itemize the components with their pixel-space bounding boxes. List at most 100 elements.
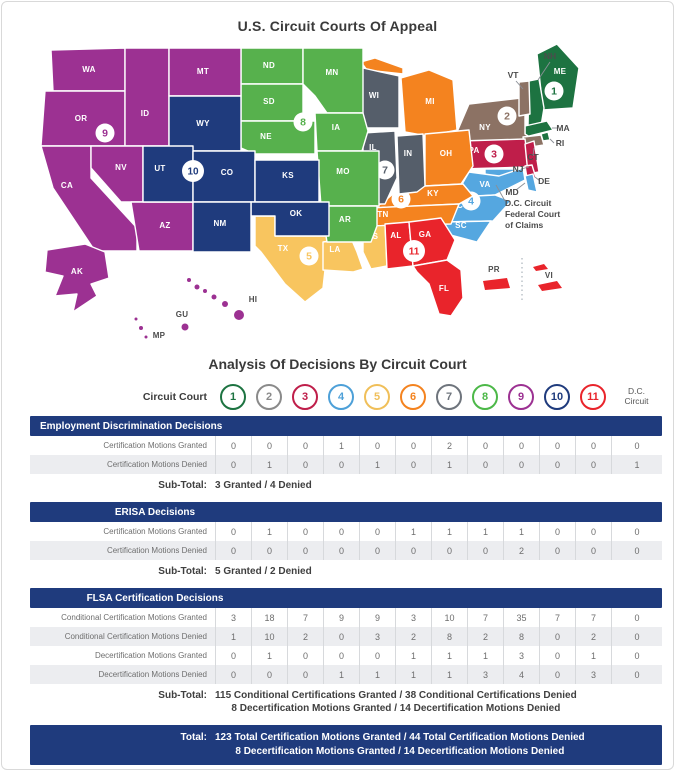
- state-gu: GU: [175, 310, 188, 331]
- state-az: AZ: [129, 201, 194, 252]
- row-label: Decertification Motions Denied: [98, 670, 208, 679]
- cell-value: 0: [611, 608, 662, 627]
- state-label-ok: OK: [289, 209, 302, 218]
- cell-value: 0: [251, 665, 287, 684]
- us-circuit-courts-map: ME1NY2PA3WVVANCSC4TXLAMS5MIOHKYTN6WIILIN…: [39, 43, 580, 340]
- state-label-mo: MO: [336, 167, 350, 176]
- circuit-column-9: 9: [503, 384, 539, 410]
- cell-value: 2: [467, 627, 503, 646]
- state-in: IN: [395, 133, 426, 195]
- cell-value: 1: [431, 522, 467, 541]
- circuit-court-label: Circuit Court: [142, 391, 207, 403]
- circuit-column-10: 10: [539, 384, 575, 410]
- circuit-column-6: 6: [395, 384, 431, 410]
- callout-label-nh: NH: [543, 51, 555, 61]
- row-label: Conditional Certification Motions Grante…: [61, 613, 207, 622]
- cell-value: 2: [395, 627, 431, 646]
- cell-value: 1: [323, 665, 359, 684]
- state-label-nv: NV: [115, 163, 127, 172]
- cell-value: 1: [431, 665, 467, 684]
- state-vt: [517, 80, 531, 117]
- table-row: Decertification Motions Denied 0 0 0 1 1 1 1 3 4 0…: [30, 665, 662, 684]
- cell-value: 0: [611, 627, 662, 646]
- table-row: Certification Motions Denied 0 0 0 0 0 0 0 0 2 0 0 0: [30, 541, 662, 560]
- cell-value: 1: [251, 646, 287, 665]
- state-label-or: OR: [74, 114, 87, 123]
- state-nm: NM: [191, 201, 252, 253]
- svg-text:2: 2: [504, 111, 510, 123]
- map-circuit-badge-2: 2: [497, 106, 516, 126]
- circuit-badge-5: 5: [364, 384, 390, 410]
- cell-value: 3: [215, 608, 251, 627]
- dc-circuit-line1: D.C.: [628, 386, 645, 397]
- state-nd: ND: [239, 47, 304, 85]
- state-wa: WA: [49, 47, 126, 92]
- state-label-tx: TX: [277, 244, 288, 253]
- svg-text:7: 7: [382, 165, 388, 177]
- cell-value: 0: [539, 522, 575, 541]
- cell-value: 1: [359, 455, 395, 474]
- cell-value: 3: [503, 646, 539, 665]
- circuit-badge-1: 1: [220, 384, 246, 410]
- state-label-in: IN: [403, 149, 412, 158]
- dc-circuit-callout-line-1: D.C. Circuit: [505, 198, 551, 208]
- map-circuit-badge-11: 11: [402, 240, 425, 262]
- subtotal-line: 5 Granted / 2 Denied: [215, 566, 312, 577]
- cell-value: 0: [287, 522, 323, 541]
- callout-label-ct: CT: [527, 152, 539, 162]
- svg-text:8: 8: [300, 117, 306, 129]
- section-bar-1: Employment Discrimination Decisions: [30, 416, 662, 436]
- circuit-badge-10: 10: [544, 384, 570, 410]
- cell-value: 1: [323, 436, 359, 455]
- dc-circuit-callout-line-2: Federal Court: [505, 209, 560, 219]
- dc-circuit-column: D.C. Circuit: [611, 386, 662, 407]
- state-label-ak: AK: [70, 267, 82, 276]
- cell-value: 0: [575, 541, 611, 560]
- cell-value: 7: [467, 608, 503, 627]
- circuit-badge-4: 4: [328, 384, 354, 410]
- map-circuit-badge-7: 7: [375, 160, 394, 180]
- state-wy: WY: [167, 95, 242, 152]
- cell-value: 0: [215, 646, 251, 665]
- circuit-badge-6: 6: [400, 384, 426, 410]
- dc-circuit-callout-line-3: of Claims: [505, 220, 544, 230]
- table-row: Decertification Motions Granted 0 1 0 0 0 1 1 1 3…: [30, 646, 662, 665]
- table-row: Conditional Certification Motions Denied…: [30, 627, 662, 646]
- state-label-nd: ND: [262, 61, 274, 70]
- cell-value: 0: [359, 646, 395, 665]
- subtotal-line: 8 Decertification Motions Granted / 14 D…: [231, 703, 561, 714]
- state-ks: KS: [253, 159, 320, 203]
- cell-value: 0: [611, 665, 662, 684]
- state-label-gu: GU: [175, 310, 188, 319]
- state-label-mn: MN: [325, 68, 338, 77]
- svg-text:VI: VI: [544, 271, 552, 280]
- cell-value: 0: [287, 455, 323, 474]
- subtotal-row: Sub-Total: 5 Granted / 2 Denied: [30, 565, 662, 578]
- state-label-ky: KY: [427, 189, 439, 198]
- cell-value: 1: [395, 646, 431, 665]
- cell-value: 0: [467, 541, 503, 560]
- cell-value: 0: [323, 455, 359, 474]
- cell-value: 0: [287, 436, 323, 455]
- svg-text:6: 6: [398, 194, 404, 206]
- total-label: Total:: [180, 732, 207, 743]
- circuit-badge-9: 9: [508, 384, 534, 410]
- state-ia: IA: [313, 112, 369, 152]
- cell-value: 7: [287, 608, 323, 627]
- table-row: Conditional Certification Motions Grante…: [30, 608, 662, 627]
- svg-text:5: 5: [306, 251, 312, 263]
- cell-value: 1: [395, 665, 431, 684]
- cell-value: 0: [575, 455, 611, 474]
- state-label-az: AZ: [159, 221, 170, 230]
- state-label-oh: OH: [439, 149, 452, 158]
- row-label: Conditional Certification Motions Denied: [64, 632, 207, 641]
- svg-text:3: 3: [491, 149, 497, 161]
- cell-value: 0: [215, 455, 251, 474]
- circuit-column-1: 1: [215, 384, 251, 410]
- state-mp: MP: [134, 317, 165, 340]
- state-label-me: ME: [553, 67, 566, 76]
- cell-value: 0: [359, 541, 395, 560]
- cell-value: 0: [611, 541, 662, 560]
- circuit-court-header-row: Circuit Court 1 2 3 4 5 6 7 8 9 10 11 D.C. Circuit: [30, 378, 662, 416]
